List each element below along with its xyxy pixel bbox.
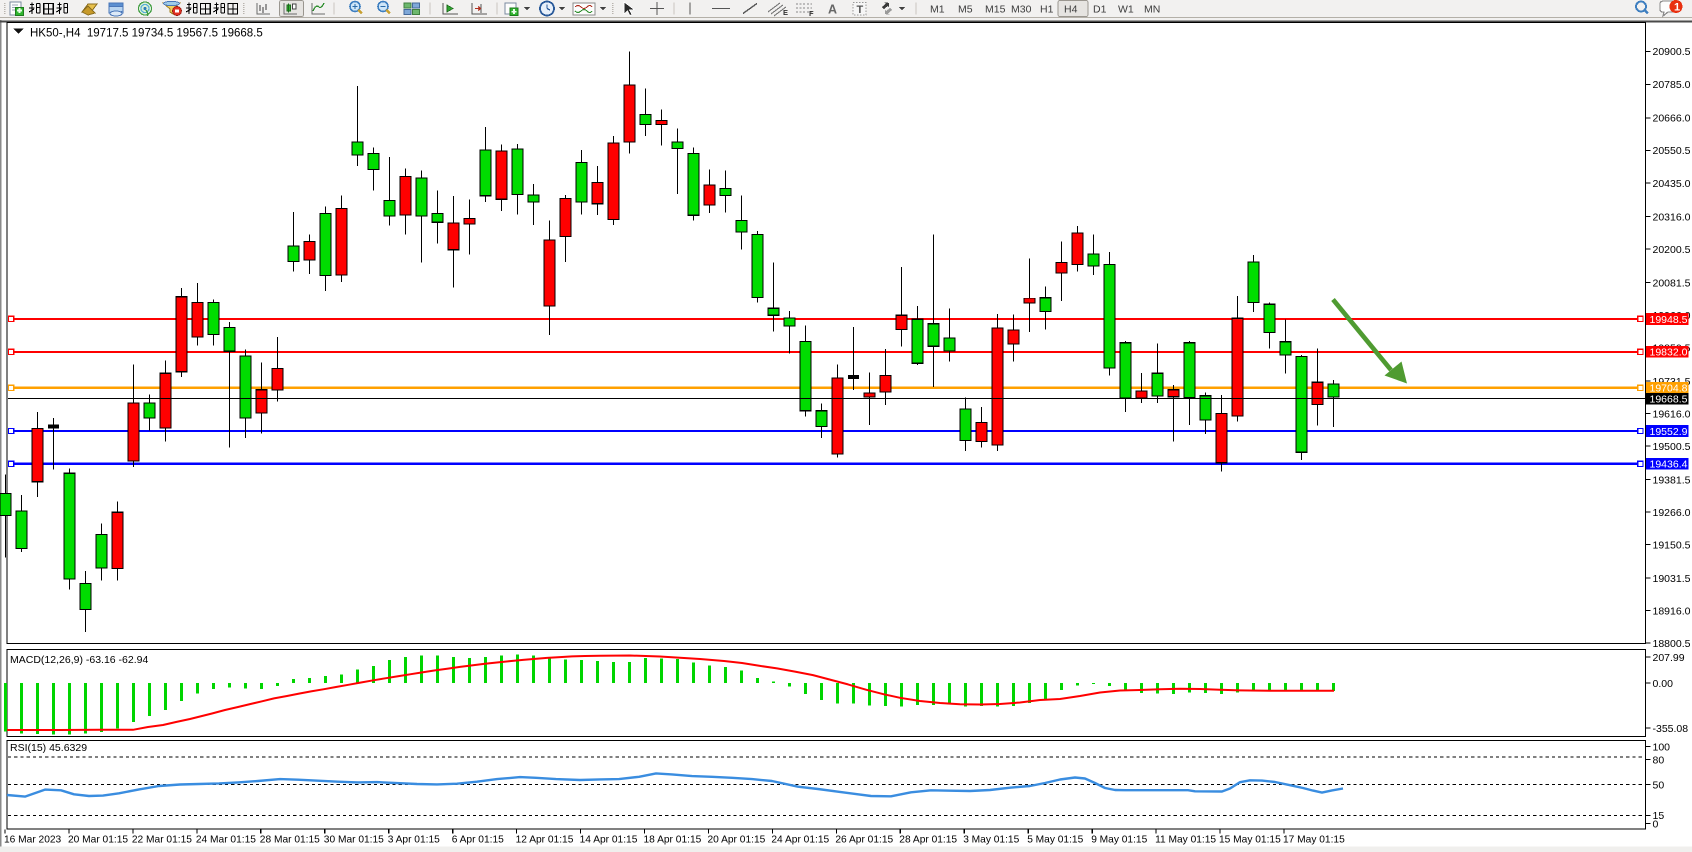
svg-text:26 Apr 01:15: 26 Apr 01:15 [835, 835, 893, 846]
svg-text:80: 80 [1653, 754, 1665, 766]
svg-text:18800.5: 18800.5 [1653, 638, 1691, 650]
svg-text:28 Mar 01:15: 28 Mar 01:15 [260, 835, 320, 846]
svg-text:20785.0: 20785.0 [1653, 79, 1691, 91]
svg-text:20081.5: 20081.5 [1653, 277, 1691, 289]
svg-text:14 Apr 01:15: 14 Apr 01:15 [580, 835, 638, 846]
svg-text:H4: H4 [1064, 4, 1078, 16]
svg-text:20 Apr 01:15: 20 Apr 01:15 [708, 835, 766, 846]
svg-text:28 Apr 01:15: 28 Apr 01:15 [899, 835, 957, 846]
svg-text:20200.5: 20200.5 [1653, 244, 1691, 256]
svg-text:22 Mar 01:15: 22 Mar 01:15 [132, 835, 192, 846]
svg-text:19668.5: 19668.5 [1650, 394, 1688, 406]
svg-text:11 May 01:15: 11 May 01:15 [1155, 835, 1216, 846]
svg-text:H1: H1 [1040, 4, 1054, 16]
svg-text:T: T [857, 4, 864, 16]
svg-text:M5: M5 [958, 4, 973, 16]
svg-text:M15: M15 [985, 4, 1006, 16]
svg-text:3 May 01:15: 3 May 01:15 [963, 835, 1019, 846]
svg-text:20316.0: 20316.0 [1653, 211, 1691, 223]
svg-text:50: 50 [1653, 779, 1665, 791]
svg-text:20 Mar 01:15: 20 Mar 01:15 [68, 835, 128, 846]
svg-text:9 May 01:15: 9 May 01:15 [1091, 835, 1147, 846]
svg-text:16 Mar 2023: 16 Mar 2023 [4, 835, 62, 846]
svg-text:6 Apr 01:15: 6 Apr 01:15 [452, 835, 504, 846]
svg-text:19031.5: 19031.5 [1653, 573, 1691, 585]
svg-text:19704.8: 19704.8 [1650, 383, 1688, 395]
svg-text:12 Apr 01:15: 12 Apr 01:15 [516, 835, 574, 846]
svg-text:15 May 01:15: 15 May 01:15 [1219, 835, 1281, 846]
svg-text:W1: W1 [1118, 4, 1134, 16]
svg-text:20550.5: 20550.5 [1653, 145, 1691, 157]
svg-text:E: E [783, 8, 788, 17]
svg-text:19948.5: 19948.5 [1650, 314, 1688, 326]
svg-text:24 Apr 01:15: 24 Apr 01:15 [771, 835, 829, 846]
svg-text:30 Mar 01:15: 30 Mar 01:15 [324, 835, 384, 846]
svg-text:MACD(12,26,9) -63.16 -62.94: MACD(12,26,9) -63.16 -62.94 [10, 654, 148, 666]
svg-text:A: A [828, 3, 837, 17]
svg-text:MN: MN [1144, 4, 1160, 16]
svg-text:19150.5: 19150.5 [1653, 539, 1691, 551]
svg-text:D1: D1 [1093, 4, 1107, 16]
svg-text:19436.4: 19436.4 [1650, 459, 1688, 471]
svg-text:17 May 01:15: 17 May 01:15 [1283, 835, 1345, 846]
svg-text:19266.0: 19266.0 [1653, 507, 1691, 519]
svg-text:18 Apr 01:15: 18 Apr 01:15 [644, 835, 702, 846]
svg-text:5 May 01:15: 5 May 01:15 [1027, 835, 1083, 846]
svg-text:19381.5: 19381.5 [1653, 474, 1691, 486]
svg-text:100: 100 [1653, 741, 1671, 753]
svg-text:24 Mar 01:15: 24 Mar 01:15 [196, 835, 256, 846]
svg-text:1: 1 [1674, 2, 1680, 14]
svg-text:20666.0: 20666.0 [1653, 113, 1691, 125]
svg-text:19616.0: 19616.0 [1653, 408, 1691, 420]
svg-text:HK50-,H4 19717.5 19734.5 1956: HK50-,H4 19717.5 19734.5 19567.5 19668.5 [30, 28, 263, 40]
svg-text:20900.5: 20900.5 [1653, 46, 1691, 58]
svg-text:19552.9: 19552.9 [1650, 426, 1688, 438]
svg-text:F: F [809, 9, 814, 18]
svg-text:18916.0: 18916.0 [1653, 606, 1691, 618]
svg-text:0: 0 [1653, 818, 1659, 830]
svg-text:20435.0: 20435.0 [1653, 178, 1691, 190]
svg-text:M30: M30 [1011, 4, 1032, 16]
svg-text:19500.5: 19500.5 [1653, 441, 1691, 453]
svg-text:15: 15 [1653, 810, 1665, 822]
svg-text:207.99: 207.99 [1653, 652, 1685, 664]
svg-text:-355.08: -355.08 [1653, 723, 1689, 735]
svg-text:0.00: 0.00 [1653, 678, 1674, 690]
svg-text:M1: M1 [930, 4, 945, 16]
svg-text:3 Apr 01:15: 3 Apr 01:15 [388, 835, 440, 846]
svg-text:19832.0: 19832.0 [1650, 347, 1688, 359]
svg-text:RSI(15) 45.6329: RSI(15) 45.6329 [10, 742, 87, 754]
